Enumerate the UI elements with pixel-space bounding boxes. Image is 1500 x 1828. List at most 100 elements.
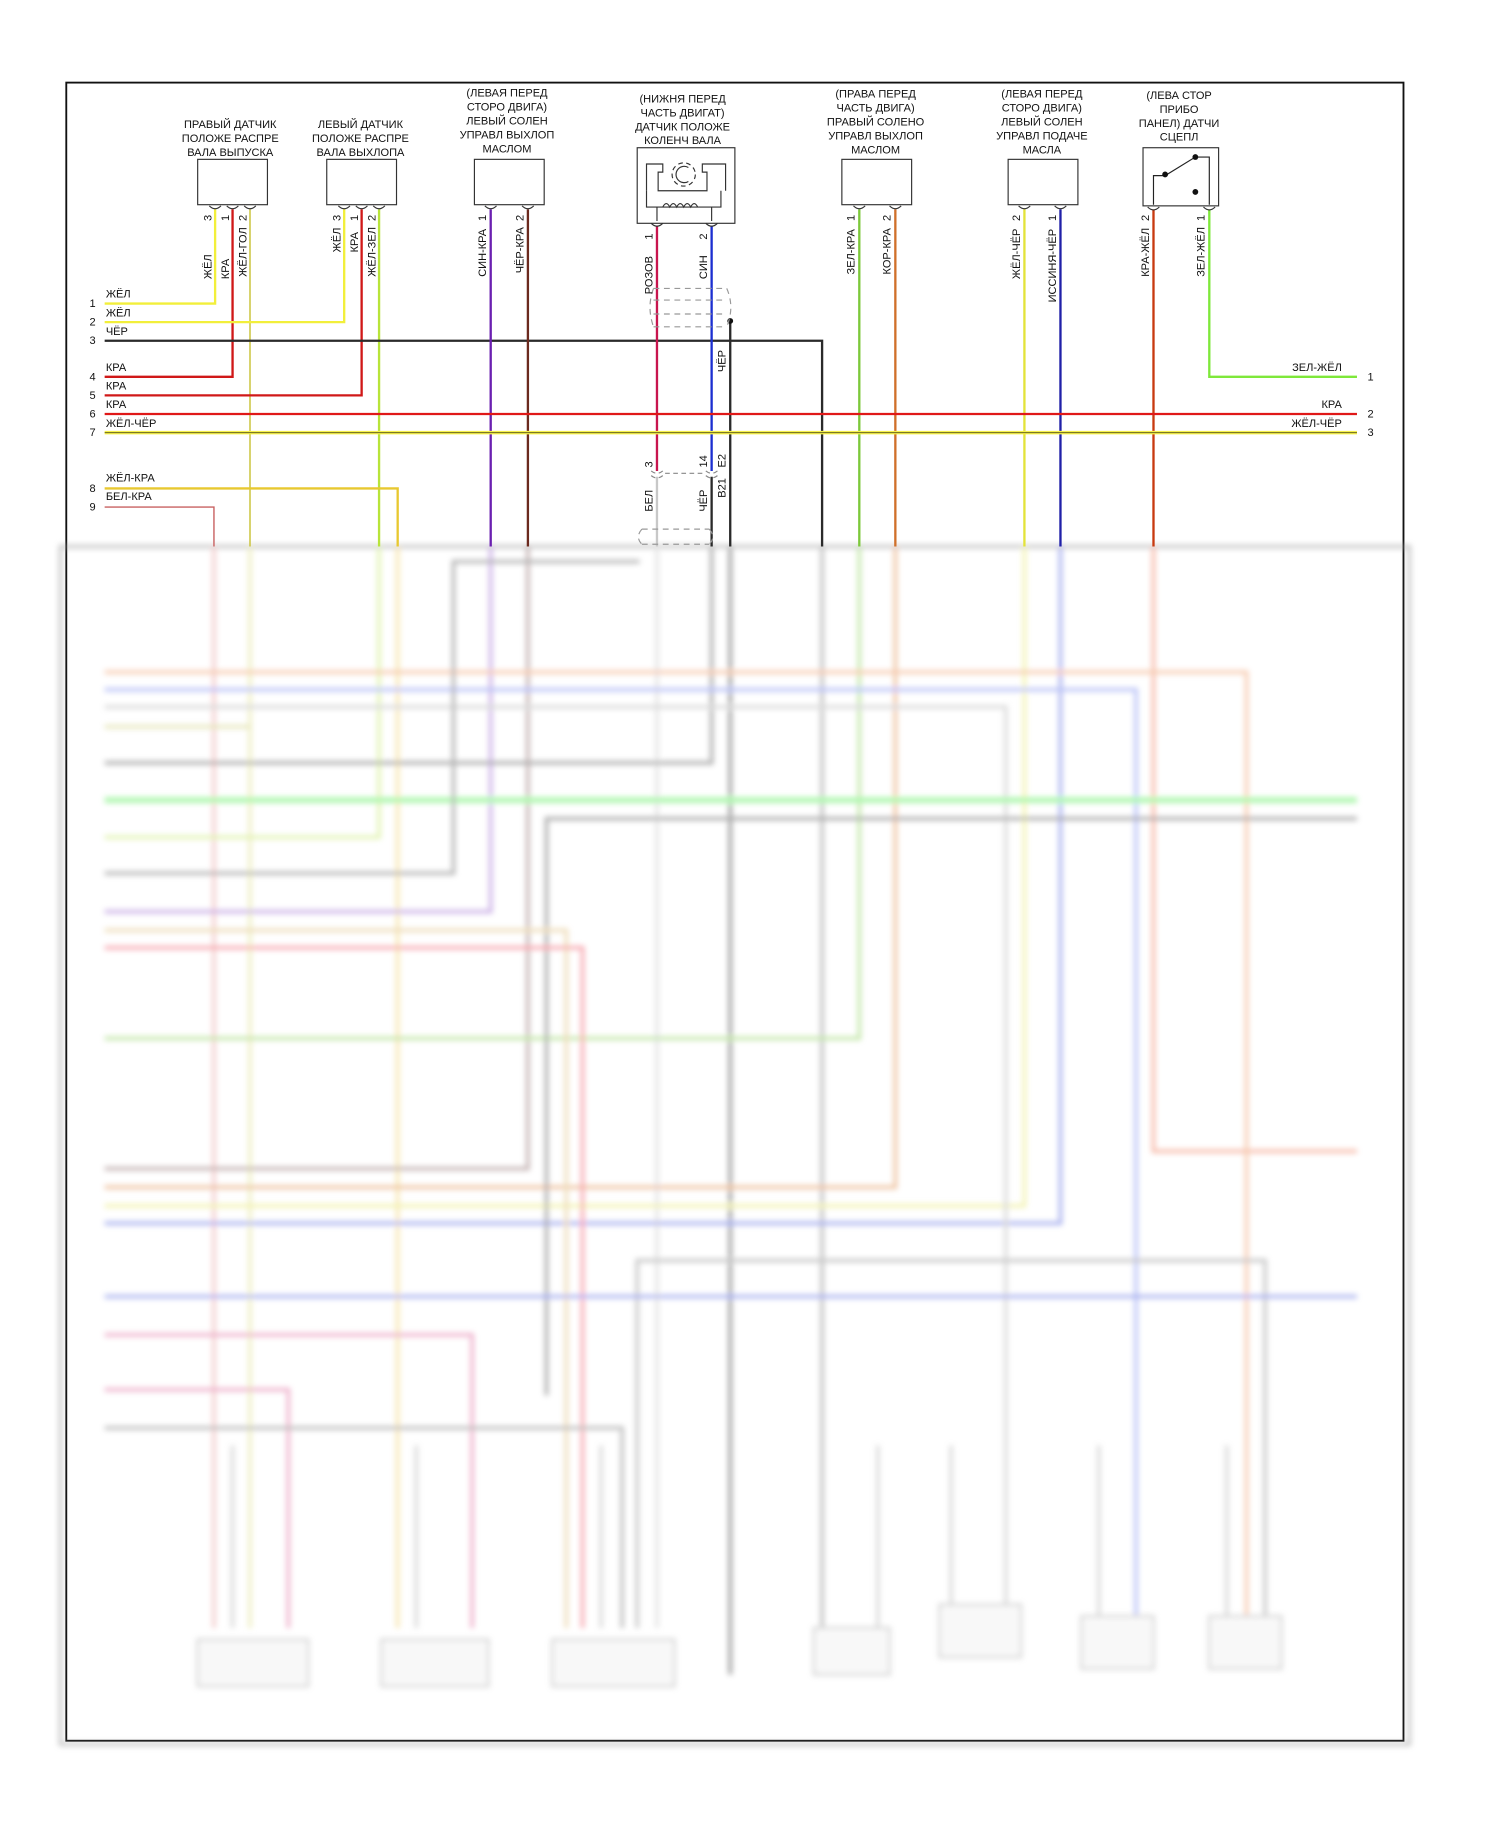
component-left-oil-feed-solenoid: (ЛЕВАЯ ПЕРЕД СТОРО ДВИГА) ЛЕВЫЙ СОЛЕН УП… [996,89,1087,303]
pin-number: 1 [1047,215,1059,221]
component-label: ЛЕВЫЙ ДАТЧИК [318,118,404,131]
wire-label: КРА [349,231,361,252]
wire-label: КРА [220,258,232,279]
pin-number: 2 [367,215,379,221]
sensor-symbol-icon [645,162,727,221]
wire-left-3-black [104,339,824,547]
component-label: МАСЛА [1023,145,1062,157]
component-label: УПРАВЛ ПОДАЧЕ [996,131,1087,143]
pin-number: 2 [238,215,250,221]
wire-c7-green-yellow [1208,209,1357,378]
wire-label: ЖЁЛ-ГОЛ [238,227,250,277]
component-label: ВАЛА ВЫХЛОПА [317,147,405,159]
wire-label: КРА [106,381,127,393]
pin-number: 3 [643,461,655,467]
pin-number: 3 [1367,427,1373,439]
wire-label: БЕЛ [643,490,655,512]
pin-number: 3 [332,215,344,221]
wire-left-9 [104,506,215,547]
component-label: (ПРАВА ПЕРЕД [835,89,916,101]
diagram-frame [65,81,1405,1742]
wire-label: ЧЁР-КРА [514,227,526,274]
wire-c2-red [104,209,363,397]
component-label: ЧАСТЬ ДВИГАТ) [641,107,725,119]
wire-label: ЗЕЛ-ЖЁЛ [1292,362,1342,374]
shield-lower [637,528,714,545]
component-label: ВАЛА ВЫПУСКА [187,147,274,159]
pin-number: 8 [90,483,96,495]
pin-number: 2 [514,215,526,221]
wire-label: БЕЛ-КРА [106,491,153,503]
wire-label: ЖЁЛ-ЧЁР [106,418,157,430]
component-left-camshaft-sensor: ЛЕВЫЙ ДАТЧИК ПОЛОЖЕ РАСПРЕ ВАЛА ВЫХЛОПА … [312,118,409,277]
component-right-exhaust-oil-solenoid: (ПРАВА ПЕРЕД ЧАСТЬ ДВИГА) ПРАВЫЙ СОЛЕНО … [827,89,925,275]
component-label: (НИЖНЯ ПЕРЕД [639,93,726,105]
component-label: ПОЛОЖЕ РАСПРЕ [182,133,279,145]
component-label: СТОРО ДВИГА) [467,102,547,114]
wire-label: ЖЁЛ-КРА [106,472,156,484]
pin-number: 2 [1011,215,1023,221]
pin-number: 1 [1367,371,1373,383]
connector-id: B21 [717,478,729,498]
wire-label: ЧЁР [698,490,710,512]
left-connector: 1 ЖЁЛ 2 ЖЁЛ 3 ЧЁР 4 КРА 5 КРА 6 КРА 7 ЖЁ… [90,289,157,514]
pin-number: 2 [882,215,894,221]
wire-c1-yellow [104,209,217,305]
connector-e2-b21 [650,470,718,479]
wire-label: ЖЁЛ-ЧЁР [1291,418,1342,430]
pin-number: 2 [90,317,96,329]
component-left-exhaust-oil-solenoid: (ЛЕВАЯ ПЕРЕД СТОРО ДВИГА) ЛЕВЫЙ СОЛЕН УП… [460,88,555,277]
wire-label: ЧЁР [717,350,729,372]
component-label: ПАНЕЛ) ДАТЧИ [1139,118,1220,130]
wire-label: ЖЁЛ [203,254,215,279]
component-label: ДАТЧИК ПОЛОЖЕ [635,121,730,133]
wires [104,209,1357,547]
pin-number: 1 [90,298,96,310]
component-label: ПРАВЫЙ СОЛЕНО [827,116,925,129]
pin-number: 3 [203,215,215,221]
pin-number: 1 [477,215,489,221]
component-label: ПРАВЫЙ ДАТЧИК [184,118,277,131]
wire-label: ЖЁЛ [332,228,344,253]
wire-c1-red [104,209,234,378]
wire-label: СИН [698,255,710,279]
wire-label: СИН-КРА [477,228,489,277]
wire-label: ЖЁЛ [106,307,131,319]
pin-number: 9 [90,502,96,514]
pin-terminals [208,205,1216,227]
wire-label: ЖЁЛ-ЧЁР [1011,229,1023,280]
component-label: ЧАСТЬ ДВИГА) [837,103,915,115]
component-label: СТОРО ДВИГА) [1002,103,1082,115]
component-label: ЛЕВЫЙ СОЛЕН [466,114,547,127]
pin-number: 1 [846,215,858,221]
wire-label: КРА [1321,399,1342,411]
component-label: КОЛЕНЧ ВАЛА [644,135,722,147]
component-label: (ЛЕВАЯ ПЕРЕД [466,88,548,100]
pin-number: 1 [220,215,232,221]
pin-number: 3 [90,335,96,347]
wire-label: РОЗОВ [643,256,655,294]
wire-label: ЗЕЛ-КРА [846,228,858,274]
component-right-camshaft-sensor: ПРАВЫЙ ДАТЧИК ПОЛОЖЕ РАСПРЕ ВАЛА ВЫПУСКА… [182,118,279,279]
connector-id: E2 [717,454,729,467]
right-connector: 1 ЗЕЛ-ЖЁЛ 2 КРА 3 ЖЁЛ-ЧЁР [1291,362,1373,439]
wire-label: КРА [106,362,127,374]
component-crankshaft-position-sensor: (НИЖНЯ ПЕРЕД ЧАСТЬ ДВИГАТ) ДАТЧИК ПОЛОЖЕ… [635,93,736,512]
pin-number: 5 [90,390,96,402]
wire-label: ЗЕЛ-ЖЁЛ [1196,227,1208,277]
wire-label: КРА-ЖЁЛ [1140,228,1152,277]
wire-label: ЖЁЛ [106,289,131,301]
component-label: СЦЕПЛ [1160,132,1199,144]
pin-number: 2 [698,233,710,239]
wire-c2-yellow [104,209,346,324]
component-clutch-switch: (ЛЕВА СТОР ПРИБО ПАНЕЛ) ДАТЧИ СЦЕПЛ 2 КР… [1139,90,1220,277]
component-label: ПРИБО [1160,104,1199,116]
pin-number: 6 [90,408,96,420]
pin-number: 1 [349,215,361,221]
pin-number: 2 [1140,215,1152,221]
component-label: ПОЛОЖЕ РАСПРЕ [312,133,409,145]
pin-number: 1 [643,233,655,239]
wire-label: КРА [106,399,127,411]
component-label: (ЛЕВАЯ ПЕРЕД [1001,89,1083,101]
